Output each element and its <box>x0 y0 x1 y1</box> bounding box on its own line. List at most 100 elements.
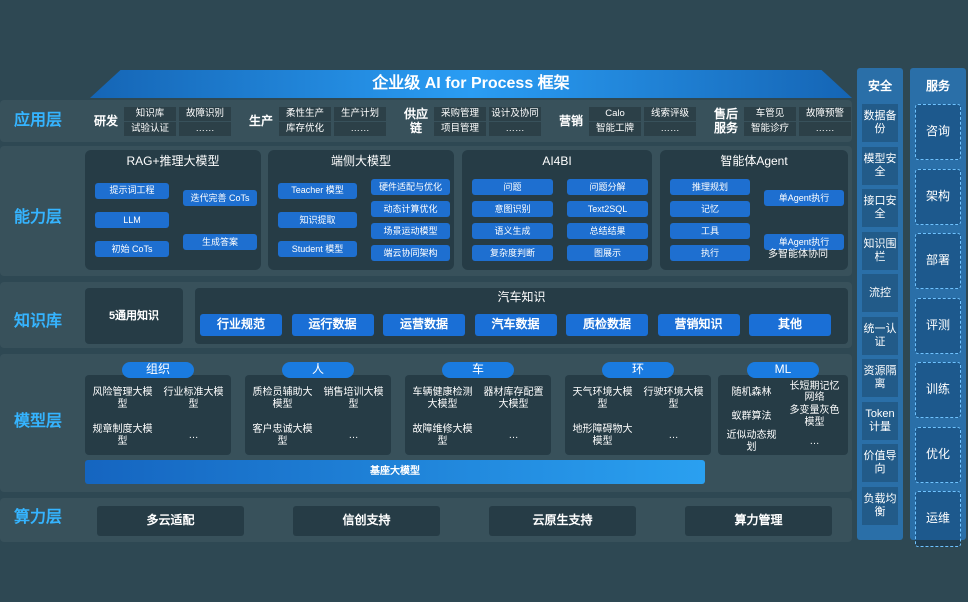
capability-box: 推理规划 <box>670 179 750 195</box>
capability-box: 意图识别 <box>472 201 553 217</box>
model-item: 近似动态规划 <box>726 430 777 453</box>
service-item: 咨询 <box>915 104 961 160</box>
model-group-label: ML <box>747 362 819 378</box>
security-title: 安全 <box>867 79 892 94</box>
app-item: …… <box>489 122 541 136</box>
layer-label: 知识库 <box>13 312 62 330</box>
model-group-label: 人 <box>282 362 354 378</box>
capability-box: Teacher 模型 <box>278 182 357 199</box>
model-panel <box>565 375 711 455</box>
knowledge-item: 行业规范 <box>200 314 282 336</box>
capability-box: 硬件适配与优化 <box>371 179 450 195</box>
app-group-name: 营销 <box>558 114 583 129</box>
model-item: … <box>508 429 519 441</box>
capability-box: 知识提取 <box>278 212 357 228</box>
security-item: 接口安全 <box>862 189 898 227</box>
base-model: 基座大模型 <box>85 460 705 484</box>
layer-label: 应用层 <box>13 111 62 129</box>
capability-box: 复杂度判断 <box>472 245 553 261</box>
app-item: 设计及协同 <box>489 107 541 121</box>
service-item: 训练 <box>915 362 961 418</box>
model-item: 天气环境大模型 <box>572 387 633 410</box>
capability-box: 总结结果 <box>567 223 648 239</box>
model-group-label: 车 <box>442 362 514 378</box>
service-item: 架构 <box>915 168 961 225</box>
model-item: … <box>668 429 679 441</box>
services-column <box>910 68 966 540</box>
app-item: …… <box>334 122 386 136</box>
knowledge-item: 运营数据 <box>383 314 465 336</box>
compute-item: 信创支持 <box>293 506 440 536</box>
model-item: 客户忠诚大模型 <box>252 424 313 447</box>
services-title: 服务 <box>925 79 950 94</box>
capability-box: 提示词工程 <box>95 182 169 199</box>
model-item: 规章制度大模型 <box>92 424 153 447</box>
app-item: 试验认证 <box>124 122 176 136</box>
model-item: 故障维修大模型 <box>412 424 473 447</box>
capability-box: 单Agent执行 <box>764 190 844 206</box>
capability-title: AI4BI <box>542 154 572 169</box>
model-item: 随机森林 <box>731 386 772 398</box>
layer-label: 能力层 <box>13 208 62 226</box>
app-group-name: 售后服务 <box>713 107 738 135</box>
app-item: …… <box>644 122 696 136</box>
app-group-name: 生产 <box>248 114 273 129</box>
auto-title: 汽车知识 <box>497 290 546 305</box>
model-item: … <box>348 429 359 441</box>
model-item: 地形障碍物大模型 <box>572 424 633 447</box>
service-item: 部署 <box>915 233 961 289</box>
model-panel <box>245 375 391 455</box>
capability-footer: 多智能体协同 <box>768 249 828 261</box>
compute-item: 算力管理 <box>685 506 832 536</box>
layer-band <box>0 100 852 142</box>
layer-label: 模型层 <box>13 412 62 430</box>
service-item: 评测 <box>915 297 961 354</box>
app-item: 采购管理 <box>434 107 486 121</box>
model-item: 长短期记忆网络 <box>789 380 840 404</box>
app-item: …… <box>799 122 851 136</box>
capability-box: Student 模型 <box>278 241 357 258</box>
app-item: 故障预警 <box>799 107 851 121</box>
app-item: …… <box>179 122 231 136</box>
app-item: 项目管理 <box>434 122 486 136</box>
model-group-label: 组织 <box>122 362 194 378</box>
app-item: 车管见 <box>744 107 796 121</box>
knowledge-item: 其他 <box>749 314 831 336</box>
capability-box: 动态计算优化 <box>371 201 450 217</box>
capability-box: 记忆 <box>670 201 750 217</box>
capability-box: 场景运动模型 <box>371 223 450 239</box>
app-group-name: 供应链 <box>403 107 428 135</box>
app-item: 知识库 <box>124 107 176 121</box>
app-item: 柔性生产 <box>279 107 331 121</box>
app-item: 智能诊疗 <box>744 122 796 136</box>
app-item: 库存优化 <box>279 122 331 136</box>
title-banner: 企业级 AI for Process 框架 <box>90 70 852 98</box>
layer-label: 算力层 <box>13 508 62 526</box>
security-item: 负载均衡 <box>862 486 898 525</box>
service-item: 优化 <box>915 426 961 483</box>
capability-box: 问题 <box>472 179 553 195</box>
model-item: 行驶环境大模型 <box>643 387 704 410</box>
app-item: 智能工牌 <box>589 122 641 136</box>
capability-box: 生成答案 <box>183 234 257 250</box>
compute-item: 云原生支持 <box>489 506 636 536</box>
capability-box: 问题分解 <box>567 179 648 195</box>
model-item: 蚁群算法 <box>731 411 772 423</box>
security-item: 资源隔离 <box>862 359 898 397</box>
knowledge-item: 质检数据 <box>566 314 648 336</box>
model-item: 销售培训大模型 <box>323 387 384 410</box>
security-item: 统一认证 <box>862 316 898 355</box>
compute-item: 多云适配 <box>97 506 244 536</box>
security-column <box>857 68 903 540</box>
capability-box: 迭代完善 CoTs <box>183 190 257 206</box>
capability-title: 端侧大模型 <box>330 154 391 169</box>
model-panel <box>85 375 231 455</box>
knowledge-item: 汽车数据 <box>474 314 557 336</box>
model-item: … <box>188 429 199 441</box>
service-item: 运维 <box>915 491 961 547</box>
capability-title: RAG+推理大模型 <box>126 154 220 169</box>
model-panel <box>405 375 551 455</box>
capability-box: 工具 <box>670 223 750 239</box>
capability-box: 初始 CoTs <box>95 241 169 258</box>
